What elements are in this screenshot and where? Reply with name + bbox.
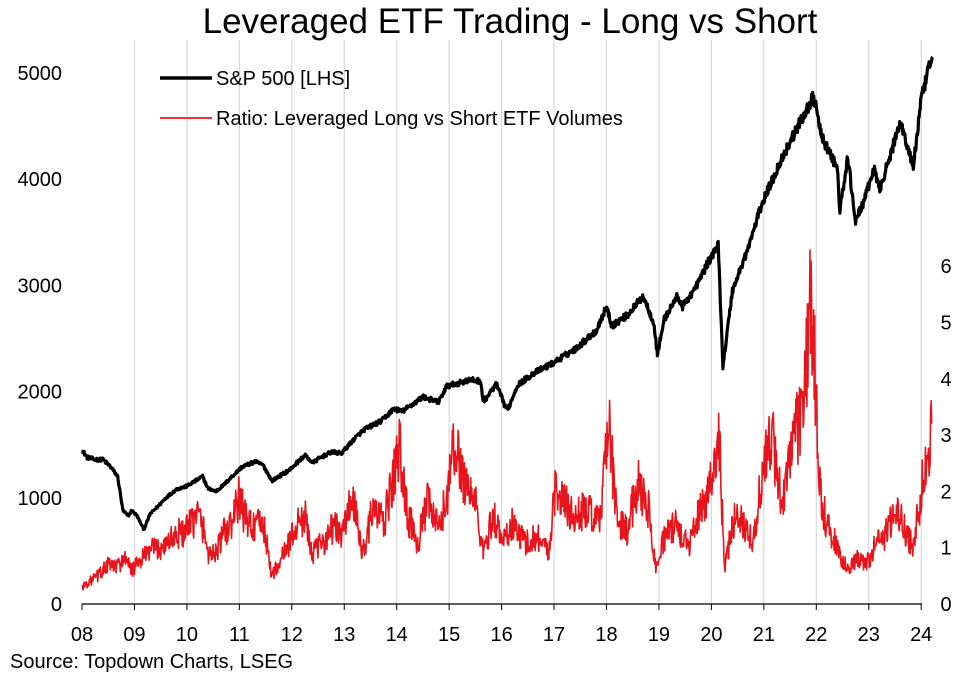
x-tick-label: 18 xyxy=(595,624,617,646)
x-tick-label: 14 xyxy=(386,624,408,646)
legend: S&P 500 [LHS] Ratio: Leveraged Long vs Sh… xyxy=(160,68,623,130)
y-right-tick-label: 3 xyxy=(940,425,951,447)
x-tick-label: 16 xyxy=(490,624,512,646)
source-note: Source: Topdown Charts, LSEG xyxy=(10,651,294,673)
y-right-tick-label: 0 xyxy=(940,594,951,616)
x-tick-label: 10 xyxy=(176,624,198,646)
series-layer xyxy=(80,55,934,591)
x-tick-label: 13 xyxy=(333,624,355,646)
x-tick-label: 08 xyxy=(71,624,93,646)
x-tick-label: 12 xyxy=(281,624,303,646)
x-tick-label: 22 xyxy=(805,624,827,646)
y-right-tick-label: 5 xyxy=(940,313,951,335)
y-left-tick-label: 3000 xyxy=(18,275,63,297)
x-tick-label: 21 xyxy=(753,624,775,646)
x-tick-label: 09 xyxy=(123,624,145,646)
x-tick-label: 17 xyxy=(543,624,565,646)
y-left-tick-label: 2000 xyxy=(18,382,63,404)
x-tick-label: 23 xyxy=(858,624,880,646)
grid-lines xyxy=(133,40,922,604)
sp500-series-line xyxy=(80,55,934,532)
y-right-tick-label: 6 xyxy=(940,256,951,278)
x-tick-label: 19 xyxy=(648,624,670,646)
y-left-tick-label: 0 xyxy=(51,594,62,616)
y-left-tick-label: 4000 xyxy=(18,169,63,191)
chart-title: Leveraged ETF Trading - Long vs Short xyxy=(202,2,818,41)
axes: 08 09 10 11 12 13 14 15 16 17 18 19 20 21 22 23 24010002… xyxy=(18,63,952,646)
legend-label: S&P 500 [LHS] xyxy=(216,68,350,90)
x-tick-label: 11 xyxy=(229,624,250,646)
legend-label: Ratio: Leveraged Long vs Short ETF Volum… xyxy=(216,108,623,130)
y-right-tick-label: 4 xyxy=(940,369,951,391)
x-tick-label: 20 xyxy=(700,624,722,646)
y-left-tick-label: 5000 xyxy=(18,63,63,85)
y-right-tick-label: 2 xyxy=(940,481,951,503)
y-left-tick-label: 1000 xyxy=(18,488,63,510)
y-right-tick-label: 1 xyxy=(940,538,951,560)
x-tick-label: 24 xyxy=(910,624,932,646)
ratio-series-line xyxy=(81,249,933,591)
x-tick-label: 15 xyxy=(438,624,460,646)
